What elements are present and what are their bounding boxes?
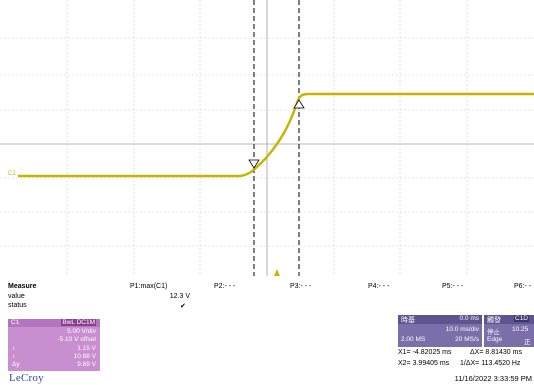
channel-1-header: C1 BwL DC1M xyxy=(8,319,100,327)
measure-value-label: value xyxy=(8,293,25,300)
measure-p1-status-check-icon: ✔ xyxy=(180,303,186,310)
trigger-source-badge: C1D xyxy=(514,315,530,322)
cursor-x2-readout: X2= 3.99405 ms xyxy=(398,360,450,367)
measure-p6-header[interactable]: P6:- - xyxy=(514,283,532,290)
trigger-mode: 停止 xyxy=(487,329,500,336)
channel-1-trace xyxy=(18,92,534,178)
cursor-x1-readout: X1= -4.82025 ms xyxy=(398,349,452,356)
trigger-title: 觸發 xyxy=(487,317,501,324)
timebase-rate: 20 MS/s xyxy=(455,336,479,343)
measure-status-label: status xyxy=(8,302,27,309)
timebase-tdiv: 10.0 ms/div xyxy=(445,326,479,333)
lecroy-logo: LeCroy xyxy=(9,372,44,384)
measure-p1-header[interactable]: P1:max(C1) xyxy=(130,283,168,290)
measure-title: Measure xyxy=(8,283,37,290)
trigger-header xyxy=(484,315,534,324)
acquisition-timestamp: 11/16/2022 3:33:59 PM xyxy=(454,374,532,383)
channel-1-delta-y-label: Δy xyxy=(12,361,20,368)
cursor-x2-marker-icon[interactable] xyxy=(293,99,305,109)
measure-p2-header[interactable]: P2:- - - xyxy=(214,283,236,290)
measure-p1-value: 12.3 V xyxy=(169,293,190,300)
trigger-descriptor[interactable]: 觸發 C1D 停止 10.25 Edge 正 xyxy=(484,315,534,347)
channel-1-offset: -5.10 V offset xyxy=(57,336,96,343)
channel-1-descriptor[interactable]: C1 BwL DC1M 5.00 V/div -5.10 V offset ↕ 1… xyxy=(8,319,100,371)
timebase-title: 時基 xyxy=(401,317,415,324)
measure-p4-header[interactable]: P4:- - - xyxy=(368,283,390,290)
channel-1-cursor-2-icon: ↕ xyxy=(12,353,16,360)
timebase-descriptor[interactable]: 時基 0.0 ms 10.0 ms/div 2.00 MS 20 MS/s xyxy=(398,315,482,347)
waveform-grid: C1 xyxy=(0,0,534,276)
measure-p3-header[interactable]: P3:- - - xyxy=(290,283,312,290)
channel-1-delta-y-value: 9.69 V xyxy=(77,361,96,368)
measure-panel[interactable]: Measure value status P1:max(C1) 12.3 V ✔… xyxy=(0,277,534,325)
cursor-inverse-delta-x-readout: 1/ΔX= 113.4520 Hz xyxy=(460,360,521,367)
measure-p5-header[interactable]: P5:- - - xyxy=(442,283,464,290)
trigger-slope: 正 xyxy=(524,339,531,346)
channel-1-ground-marker: C1 xyxy=(8,171,16,177)
trigger-type: Edge xyxy=(487,336,503,343)
timebase-samples: 2.00 MS xyxy=(401,336,426,343)
trigger-position-marker-icon[interactable] xyxy=(274,269,280,276)
channel-1-name: C1 xyxy=(11,319,20,326)
cursor-x1-marker-icon[interactable] xyxy=(248,159,260,169)
channel-1-cursor-1-icon: ↕ xyxy=(12,345,16,352)
channel-1-coupling-badges: BwL DC1M xyxy=(61,319,96,326)
channel-1-cursor-1-value: 1.15 V xyxy=(77,345,96,352)
channel-1-vdiv: 5.00 V/div xyxy=(67,328,96,335)
trigger-level: 10.25 xyxy=(512,326,529,333)
timebase-header xyxy=(398,315,482,324)
grid-lines xyxy=(0,0,534,276)
channel-1-cursor-2-value: 10.88 V xyxy=(73,353,96,360)
waveform-display[interactable]: C1 xyxy=(0,0,534,276)
timebase-delay: 0.0 ms xyxy=(459,315,479,322)
cursor-delta-x-readout: ΔX= 8.81430 ms xyxy=(470,349,522,356)
